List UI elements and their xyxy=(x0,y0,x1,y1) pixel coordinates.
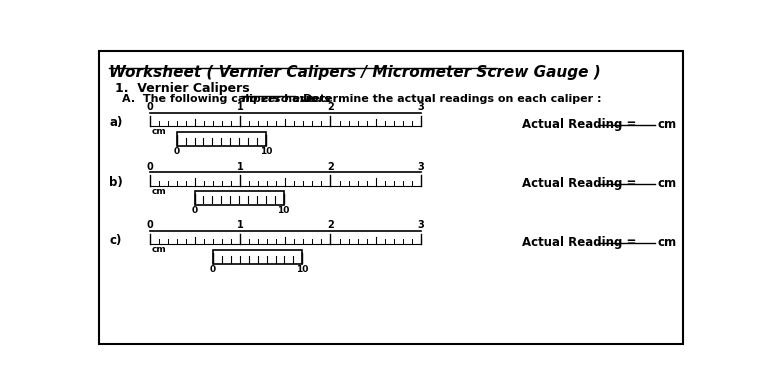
Bar xyxy=(177,133,266,146)
Text: 10: 10 xyxy=(259,147,272,156)
Text: 0: 0 xyxy=(174,147,180,156)
Text: 2: 2 xyxy=(327,102,334,112)
Text: 0: 0 xyxy=(146,220,153,230)
Text: cm: cm xyxy=(151,245,166,254)
Text: Worksheet ( Vernier Calipers / Micrometer Screw Gauge ): Worksheet ( Vernier Calipers / Micromete… xyxy=(109,65,601,80)
Text: a): a) xyxy=(109,116,123,129)
Text: 3: 3 xyxy=(417,161,424,172)
Text: 2: 2 xyxy=(327,220,334,230)
Text: c): c) xyxy=(109,234,122,247)
FancyBboxPatch shape xyxy=(99,51,683,344)
Text: Actual Reading =: Actual Reading = xyxy=(522,118,640,131)
Text: cm: cm xyxy=(151,127,166,136)
Text: 0: 0 xyxy=(146,102,153,112)
Text: 1: 1 xyxy=(237,102,243,112)
Text: cm: cm xyxy=(657,235,676,249)
Text: 10: 10 xyxy=(296,265,308,274)
Text: A.  The following calipers have: A. The following calipers have xyxy=(123,94,319,104)
Text: cm: cm xyxy=(657,177,676,190)
Text: 0: 0 xyxy=(210,265,216,274)
Text: no zero errors: no zero errors xyxy=(243,94,331,104)
Text: 2: 2 xyxy=(327,161,334,172)
Text: b): b) xyxy=(109,176,123,188)
Text: 1.  Vernier Calipers: 1. Vernier Calipers xyxy=(114,82,250,95)
Bar xyxy=(213,250,302,264)
Text: Actual Reading =: Actual Reading = xyxy=(522,235,640,249)
Text: 10: 10 xyxy=(278,206,290,215)
Text: 0: 0 xyxy=(146,161,153,172)
Text: 1: 1 xyxy=(237,220,243,230)
Text: 0: 0 xyxy=(192,206,198,215)
Text: . Determine the actual readings on each caliper :: . Determine the actual readings on each … xyxy=(295,94,601,104)
Text: Actual Reading =: Actual Reading = xyxy=(522,177,640,190)
Text: 1: 1 xyxy=(237,161,243,172)
Bar xyxy=(195,191,284,205)
Text: 3: 3 xyxy=(417,102,424,112)
Text: 3: 3 xyxy=(417,220,424,230)
Text: cm: cm xyxy=(657,118,676,131)
Text: cm: cm xyxy=(151,187,166,196)
